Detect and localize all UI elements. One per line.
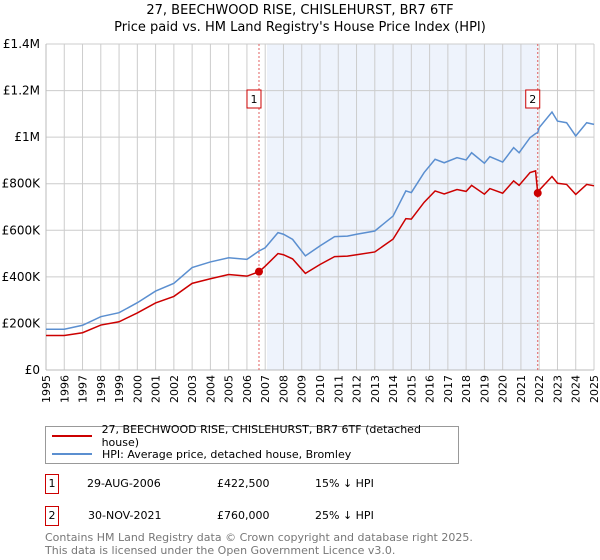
price-chart: 1995 1996 1997 1998 1999 2000 2001 2002 2003 2004… bbox=[2, 37, 600, 403]
sale-marker-badge bbox=[246, 89, 262, 109]
x-tick-label: 2010 bbox=[314, 375, 327, 403]
y-tick-label: £1.2M bbox=[3, 84, 40, 98]
x-tick-label: 2007 bbox=[259, 375, 272, 403]
x-tick-label: 2015 bbox=[405, 375, 418, 403]
sale-date: 29-AUG-2006 bbox=[87, 477, 161, 490]
x-tick-label: 2019 bbox=[478, 375, 491, 403]
sale-marker-label: 1 bbox=[250, 93, 257, 106]
x-tick-label: 2002 bbox=[168, 375, 181, 403]
x-tick-label: 2016 bbox=[424, 375, 437, 403]
series-line bbox=[46, 169, 595, 337]
y-tick-label: £1.4M bbox=[3, 37, 40, 51]
x-tick-label: 2000 bbox=[131, 375, 144, 403]
sale-hpi-delta: 15% ↓ HPI bbox=[315, 477, 374, 490]
sale-point bbox=[533, 189, 542, 198]
x-tick-label: 2014 bbox=[387, 375, 400, 403]
legend-item-hpi: HPI: Average price, detached house, Brom… bbox=[52, 445, 351, 463]
x-tick-label: 2001 bbox=[150, 375, 163, 403]
series-line bbox=[46, 110, 595, 330]
legend-swatch-blue bbox=[52, 453, 92, 455]
x-tick-label: 2013 bbox=[369, 375, 382, 403]
footer-copyright: Contains HM Land Registry data © Crown c… bbox=[45, 531, 473, 544]
x-tick-label: 2012 bbox=[351, 375, 364, 403]
footer-licence: This data is licensed under the Open Gov… bbox=[45, 544, 396, 557]
y-tick-label: £600K bbox=[2, 223, 42, 237]
sale-price: £422,500 bbox=[217, 477, 270, 490]
chart-title-line2: Price paid vs. HM Land Registry's House … bbox=[114, 20, 486, 35]
x-tick-label: 2017 bbox=[442, 375, 455, 403]
x-tick-label: 2008 bbox=[277, 375, 290, 403]
sale-hpi-delta: 25% ↓ HPI bbox=[315, 509, 374, 522]
sale-row-1: 1 29-AUG-2006 £422,500 15% ↓ HPI bbox=[45, 474, 445, 494]
legend-swatch-red bbox=[52, 435, 92, 437]
x-tick-label: 2020 bbox=[497, 375, 510, 403]
y-tick-label: £1M bbox=[14, 130, 40, 144]
legend: 27, BEECHWOOD RISE, CHISLEHURST, BR7 6TF… bbox=[45, 423, 459, 464]
x-tick-label: 2024 bbox=[570, 375, 583, 403]
x-tick-label: 2011 bbox=[332, 375, 345, 403]
x-tick-label: 2021 bbox=[515, 375, 528, 403]
legend-item-property: 27, BEECHWOOD RISE, CHISLEHURST, BR7 6TF… bbox=[52, 423, 458, 449]
x-tick-label: 2005 bbox=[223, 375, 236, 403]
legend-label-property: 27, BEECHWOOD RISE, CHISLEHURST, BR7 6TF… bbox=[101, 423, 421, 449]
sale-marker-badge bbox=[525, 89, 541, 109]
x-tick-label: 2025 bbox=[588, 375, 600, 403]
x-tick-label: 1999 bbox=[113, 375, 126, 403]
y-tick-label: £200K bbox=[2, 316, 42, 330]
x-tick-label: 2004 bbox=[204, 375, 217, 403]
x-tick-label: 1998 bbox=[95, 375, 108, 403]
sale-price: £760,000 bbox=[217, 509, 270, 522]
x-tick-label: 2023 bbox=[551, 375, 564, 403]
x-tick-label: 2006 bbox=[241, 375, 254, 403]
sale-marker-label: 2 bbox=[529, 93, 536, 106]
y-tick-label: £400K bbox=[2, 270, 42, 284]
sale-date: 30-NOV-2021 bbox=[88, 509, 162, 522]
sale-badge: 1 bbox=[45, 474, 59, 494]
x-tick-label: 2022 bbox=[533, 375, 546, 403]
x-tick-label: 1997 bbox=[77, 375, 90, 403]
y-tick-label: £0 bbox=[25, 363, 40, 377]
x-tick-label: 2009 bbox=[296, 375, 309, 403]
sale-row-2: 2 30-NOV-2021 £760,000 25% ↓ HPI bbox=[45, 506, 445, 526]
legend-label-hpi: HPI: Average price, detached house, Brom… bbox=[102, 447, 352, 461]
sale-badge: 2 bbox=[45, 506, 59, 526]
chart-title-line1: 27, BEECHWOOD RISE, CHISLEHURST, BR7 6TF bbox=[146, 3, 454, 18]
x-tick-label: 2018 bbox=[460, 375, 473, 403]
x-tick-label: 1996 bbox=[58, 375, 71, 403]
x-tick-label: 2003 bbox=[186, 375, 199, 403]
x-tick-label: 1995 bbox=[40, 375, 53, 403]
sale-point bbox=[254, 267, 263, 276]
y-tick-label: £800K bbox=[2, 177, 42, 191]
shaded-period bbox=[267, 44, 538, 370]
